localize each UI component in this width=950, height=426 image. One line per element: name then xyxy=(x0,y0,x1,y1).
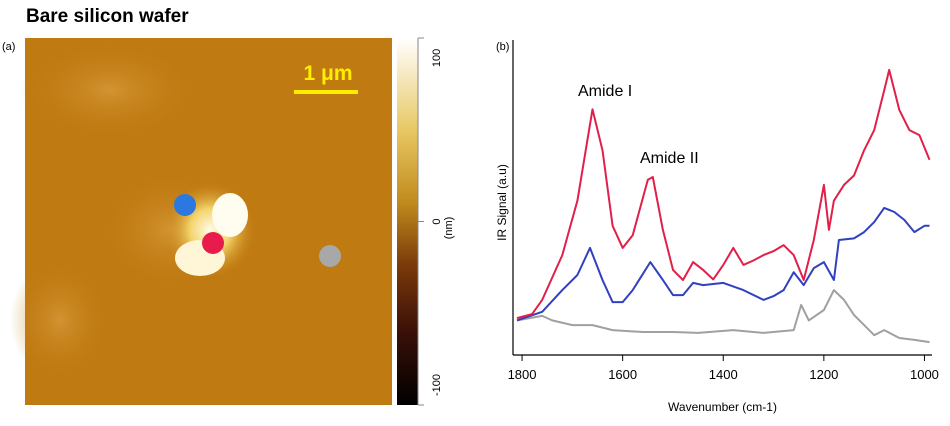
colorbar-tick-label: -100 xyxy=(431,374,443,396)
x-tick-label: 1600 xyxy=(608,367,637,382)
colorbar-tick-label: 0 xyxy=(431,218,443,224)
colorbar xyxy=(397,38,418,405)
chart: (b) 1800 1600 1400 1200 1000 Wavenumber (cm-1)… xyxy=(495,40,939,414)
annotation: Amide I xyxy=(578,83,632,100)
afm-image: 1 μm xyxy=(10,38,392,405)
panel-label: (b) xyxy=(496,41,509,53)
spectrum-line xyxy=(516,68,931,320)
y-axis-label: IR Signal (a.u) xyxy=(495,164,509,241)
colorbar-ticks: 100 0 -100 xyxy=(418,37,443,406)
colorbar-tick-label: 100 xyxy=(431,49,443,67)
annotation: Amide II xyxy=(640,150,699,167)
probe-point xyxy=(319,245,341,267)
probe-point xyxy=(202,232,224,254)
x-tick-label: 1200 xyxy=(809,367,838,382)
spectrum-line xyxy=(516,289,930,344)
figure-title: Bare silicon wafer xyxy=(26,6,189,27)
panel-label: (a) xyxy=(2,41,15,53)
x-tick-label: 1400 xyxy=(709,367,738,382)
spectrum-line xyxy=(516,206,930,322)
scale-bar xyxy=(294,90,358,94)
scale-bar-label: 1 μm xyxy=(303,62,352,85)
colorbar-unit: (nm) xyxy=(443,217,455,240)
x-tick-label: 1800 xyxy=(508,367,537,382)
x-axis-label: Wavenumber (cm-1) xyxy=(668,400,777,414)
x-tick-label: 1000 xyxy=(910,367,939,382)
probe-point xyxy=(174,194,196,216)
